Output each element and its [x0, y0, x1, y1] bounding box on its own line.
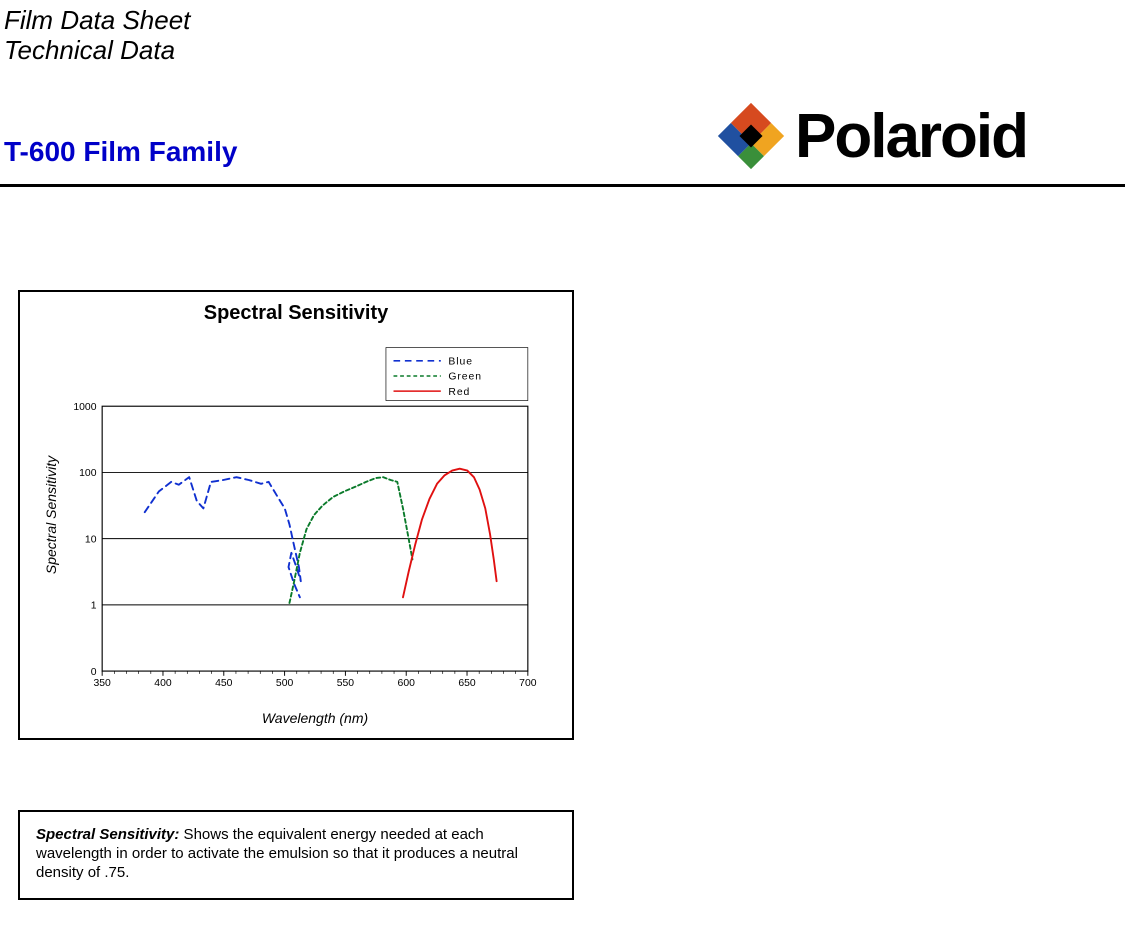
svg-text:350: 350 [93, 678, 111, 689]
svg-text:500: 500 [276, 678, 294, 689]
caption-lead: Spectral Sensitivity: [36, 826, 179, 843]
chart-title: Spectral Sensitivity [20, 302, 572, 325]
svg-text:1: 1 [91, 601, 97, 612]
header-line1: Film Data Sheet [4, 5, 190, 35]
brand-logo: Polaroid [715, 98, 1095, 174]
svg-text:0: 0 [91, 667, 97, 678]
y-ticks: 0 1 10 100 1000 [73, 402, 96, 678]
svg-text:450: 450 [215, 678, 233, 689]
svg-text:Green: Green [448, 372, 482, 383]
y-axis-label: Spectral Sensitivity [44, 340, 58, 690]
header-line2: Technical Data [4, 35, 175, 65]
svg-text:600: 600 [398, 678, 416, 689]
svg-text:400: 400 [154, 678, 172, 689]
chart-series [145, 469, 497, 603]
x-axis-label: Wavelength (nm) [90, 710, 540, 726]
svg-text:550: 550 [337, 678, 355, 689]
svg-text:Blue: Blue [448, 357, 473, 368]
caption-card: Spectral Sensitivity: Shows the equivale… [18, 810, 574, 900]
svg-text:650: 650 [458, 678, 476, 689]
svg-text:10: 10 [85, 534, 97, 545]
header-subtitle: Film Data Sheet Technical Data [4, 6, 190, 66]
brand-wordmark: Polaroid [795, 101, 1027, 172]
chart-legend: Blue Green Red [386, 348, 528, 401]
header-divider [0, 184, 1125, 187]
title-row: T-600 Film Family Polaroid [0, 128, 1125, 182]
svg-text:Red: Red [448, 387, 470, 398]
chart-card: Spectral Sensitivity Spectral Sensitivit… [18, 290, 574, 740]
polaroid-diamond-icon [715, 100, 787, 172]
page-root: Film Data Sheet Technical Data T-600 Fil… [0, 0, 1125, 946]
grid-lines [102, 472, 528, 604]
chart-svg: 350400450500550600650700 01101001000 Blu… [90, 340, 540, 690]
svg-text:1000: 1000 [73, 402, 96, 413]
svg-text:100: 100 [79, 468, 97, 479]
svg-text:700: 700 [519, 678, 537, 689]
chart-plot-area: 350400450500550600650700 01101001000 Blu… [90, 340, 540, 690]
x-ticks: 350 400 450 500 550 600 650 700 [93, 671, 536, 689]
page-title: T-600 Film Family [4, 136, 237, 168]
